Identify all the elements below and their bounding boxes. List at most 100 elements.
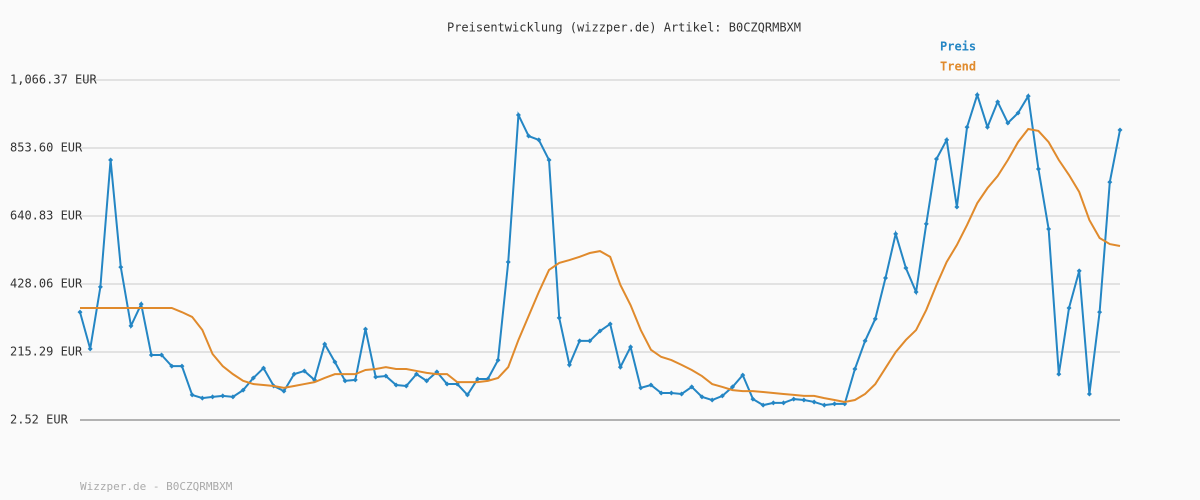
point-marker: [587, 338, 593, 344]
point-marker: [189, 392, 195, 398]
point-marker: [413, 371, 419, 377]
point-marker: [159, 352, 165, 358]
point-marker: [373, 374, 379, 380]
point-marker: [607, 321, 613, 327]
point-marker: [169, 363, 175, 369]
point-marker: [77, 309, 83, 315]
point-marker: [424, 378, 430, 384]
chart-title: Preisentwicklung (wizzper.de) Artikel: B…: [447, 21, 801, 35]
point-marker: [393, 382, 399, 388]
point-marker: [291, 371, 297, 377]
y-tick-label: 853.60 EUR: [10, 141, 83, 155]
point-marker: [648, 382, 654, 388]
point-marker: [1086, 391, 1092, 397]
point-marker: [730, 384, 736, 390]
point-marker: [872, 316, 878, 322]
point-marker: [301, 368, 307, 374]
point-marker: [495, 357, 501, 363]
point-marker: [770, 400, 776, 406]
point-marker: [97, 284, 103, 290]
point-marker: [689, 384, 695, 390]
point-marker: [118, 264, 124, 270]
point-marker: [322, 341, 328, 347]
y-tick-label: 640.83 EUR: [10, 209, 83, 223]
point-marker: [566, 362, 572, 368]
point-marker: [1046, 226, 1052, 232]
point-marker: [464, 392, 470, 398]
point-marker: [515, 112, 521, 118]
point-marker: [108, 157, 114, 163]
point-marker: [679, 391, 685, 397]
point-marker: [984, 124, 990, 130]
point-marker: [791, 396, 797, 402]
point-marker: [332, 359, 338, 365]
point-marker: [923, 221, 929, 227]
point-marker: [342, 378, 348, 384]
point-marker: [781, 400, 787, 406]
point-marker: [811, 399, 817, 405]
point-marker: [210, 394, 216, 400]
point-marker: [546, 157, 552, 163]
legend-label: Preis: [940, 40, 976, 54]
point-marker: [556, 315, 562, 321]
legend-label: Trend: [940, 60, 976, 74]
point-marker: [882, 275, 888, 281]
point-marker: [1107, 179, 1113, 185]
point-marker: [240, 387, 246, 393]
point-marker: [1025, 93, 1031, 99]
point-marker: [628, 344, 634, 350]
point-marker: [933, 156, 939, 162]
point-marker: [832, 401, 838, 407]
point-marker: [403, 383, 409, 389]
point-marker: [261, 365, 267, 371]
point-marker: [362, 326, 368, 332]
point-marker: [87, 346, 93, 352]
point-marker: [128, 323, 134, 329]
point-marker: [750, 396, 756, 402]
y-tick-label: 215.29 EUR: [10, 345, 83, 359]
point-marker: [352, 377, 358, 383]
point-marker: [893, 231, 899, 237]
series-line: [80, 127, 1121, 403]
point-marker: [179, 363, 185, 369]
point-marker: [699, 394, 705, 400]
point-marker: [740, 372, 746, 378]
point-marker: [1005, 120, 1011, 126]
point-marker: [1015, 110, 1021, 116]
point-marker: [597, 328, 603, 334]
point-marker: [954, 204, 960, 210]
point-marker: [668, 390, 674, 396]
point-marker: [658, 390, 664, 396]
point-marker: [862, 338, 868, 344]
point-marker: [1066, 305, 1072, 311]
y-tick-label: 2.52 EUR: [10, 413, 69, 427]
point-marker: [1035, 166, 1041, 172]
point-marker: [475, 376, 481, 382]
point-marker: [138, 301, 144, 307]
point-marker: [1117, 127, 1123, 133]
point-marker: [760, 402, 766, 408]
point-marker: [281, 388, 287, 394]
point-marker: [974, 92, 980, 98]
point-marker: [903, 265, 909, 271]
point-marker: [617, 364, 623, 370]
point-marker: [148, 352, 154, 358]
point-marker: [250, 375, 256, 381]
point-marker: [709, 397, 715, 403]
point-marker: [536, 137, 542, 143]
point-marker: [444, 381, 450, 387]
point-marker: [1056, 371, 1062, 377]
point-marker: [944, 137, 950, 143]
point-marker: [638, 385, 644, 391]
y-tick-label: 428.06 EUR: [10, 277, 83, 291]
point-marker: [852, 366, 858, 372]
y-tick-label: 1,066.37 EUR: [10, 73, 97, 87]
point-marker: [719, 393, 725, 399]
point-marker: [821, 402, 827, 408]
point-marker: [230, 394, 236, 400]
point-marker: [964, 124, 970, 130]
point-marker: [577, 338, 583, 344]
